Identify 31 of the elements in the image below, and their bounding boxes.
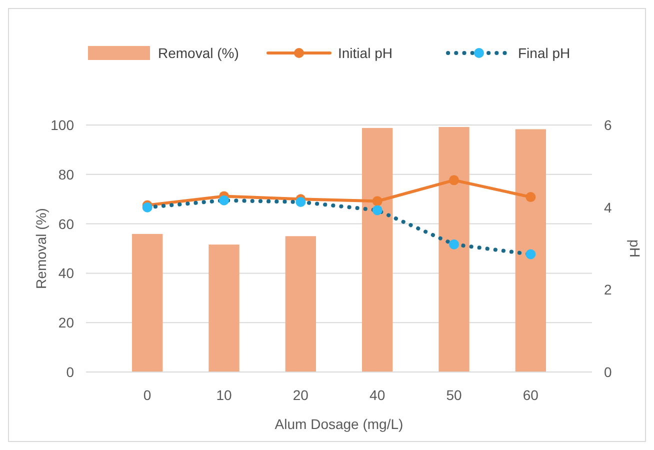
x-tick-label: 0 — [143, 387, 152, 403]
y2-tick-label: 4 — [604, 199, 612, 216]
bar — [285, 236, 316, 372]
x-tick-label: 40 — [370, 387, 386, 403]
point — [372, 196, 382, 206]
y2-tick-label: 0 — [604, 364, 612, 380]
y2-tick-label: 6 — [604, 117, 612, 133]
legend-label: Final pH — [518, 45, 570, 61]
bar — [515, 129, 546, 372]
bar — [208, 244, 240, 372]
legend-label: Initial pH — [338, 45, 392, 61]
x-tick-label: 60 — [522, 387, 539, 403]
bar — [438, 126, 470, 372]
bar — [362, 128, 393, 372]
y-axis-title: Removal (%) — [33, 208, 49, 289]
y-tick-label: 40 — [58, 265, 74, 282]
x-tick-label: 50 — [446, 387, 462, 403]
bar — [132, 234, 163, 372]
x-tick-label: 10 — [216, 387, 232, 403]
y-tick-label: 0 — [66, 364, 74, 380]
y-tick-label: 60 — [58, 216, 74, 232]
y-tick-label: 80 — [58, 166, 74, 182]
legend-label: Removal (%) — [158, 45, 239, 61]
point — [449, 175, 459, 186]
y2-axis-title: pH — [627, 240, 643, 258]
x-axis-title: Alum Dosage (mg/L) — [274, 416, 404, 432]
y-tick-label: 20 — [58, 314, 74, 331]
y2-tick-label: 2 — [604, 282, 612, 298]
x-tick-label: 20 — [292, 387, 309, 403]
point — [526, 192, 536, 202]
y-tick-label: 100 — [50, 117, 74, 133]
